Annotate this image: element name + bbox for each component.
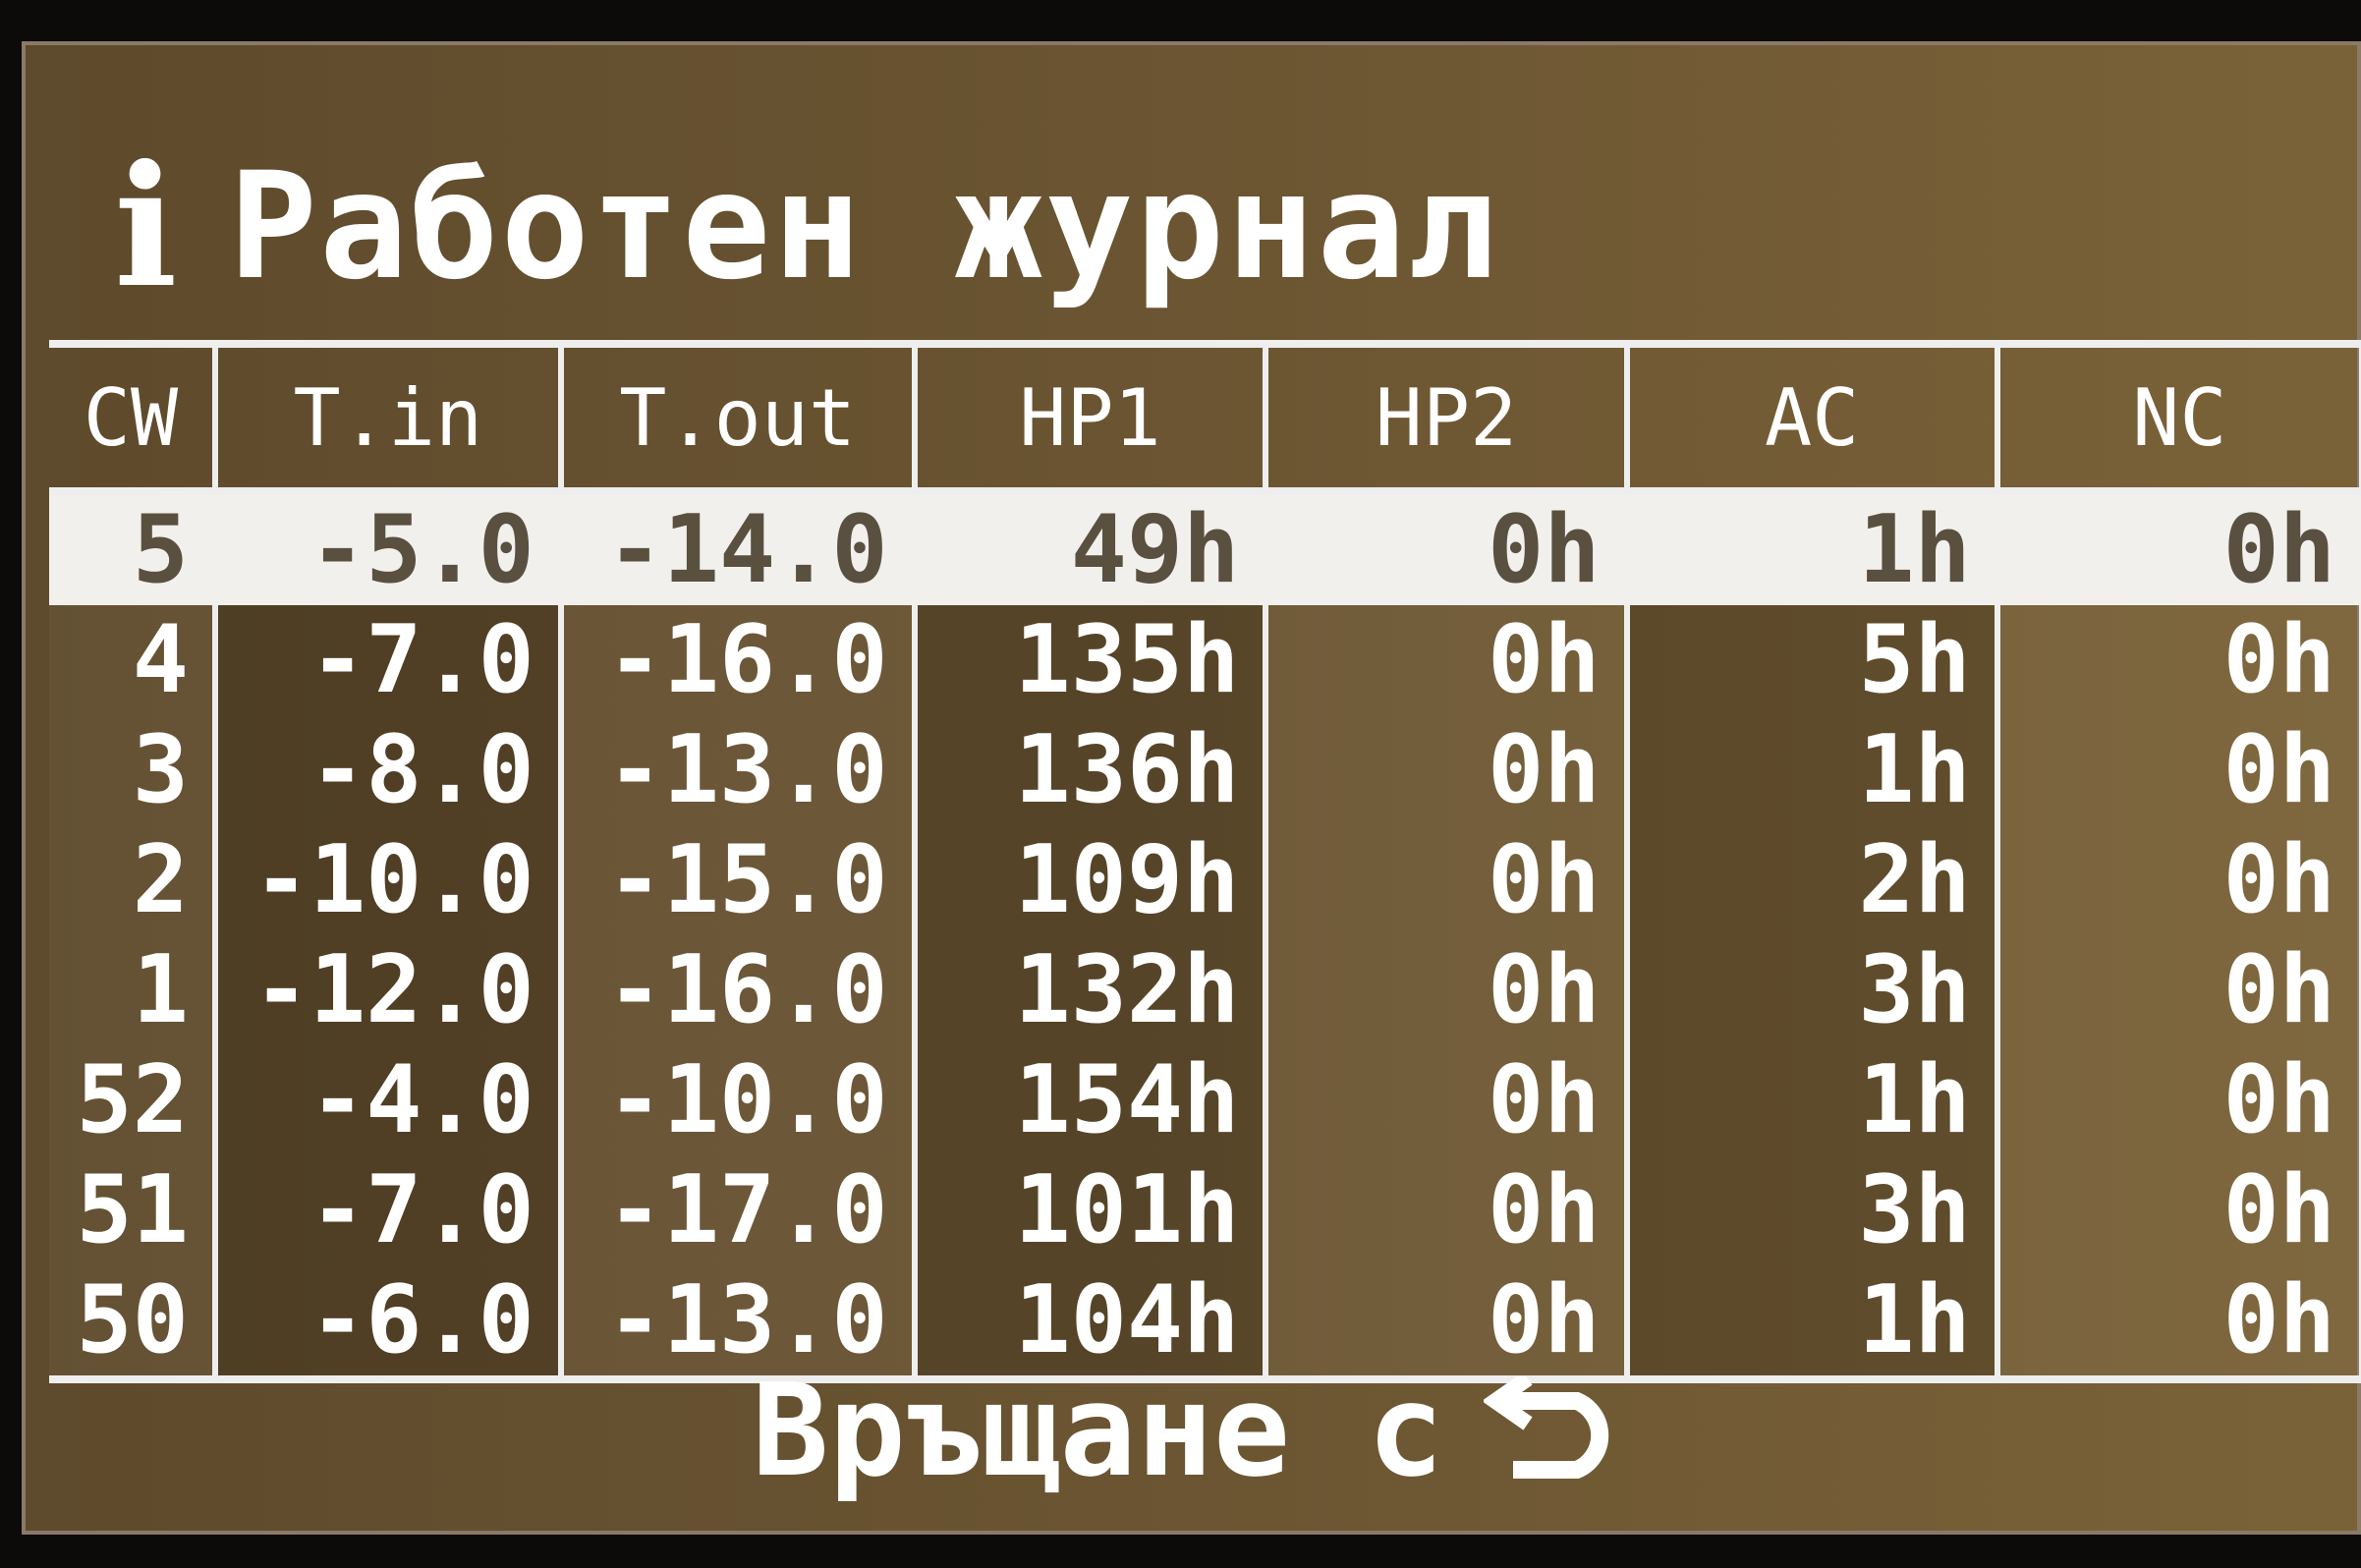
info-icon: i	[114, 129, 180, 325]
page-title: Работен журнал	[228, 141, 1498, 312]
cell-hp2: 0h	[1265, 491, 1630, 605]
cell-hp2: 0h	[1265, 605, 1630, 715]
cell-hp1: 135h	[914, 605, 1269, 715]
cell-t-in: -8.0	[214, 715, 564, 825]
cell-cw: 5	[49, 491, 218, 605]
table-row[interactable]: 50 -6.0 -13.0 104h 0h 1h 0h	[49, 1265, 2361, 1383]
cell-cw: 4	[49, 605, 218, 715]
table-row[interactable]: 5 -5.0 -14.0 49h 0h 1h 0h	[49, 491, 2361, 605]
return-arrow-icon	[1483, 1376, 1608, 1479]
cell-hp2: 0h	[1265, 825, 1630, 935]
cell-hp1: 104h	[914, 1265, 1269, 1383]
cell-ac: 1h	[1626, 1045, 2000, 1155]
cell-t-out: -10.0	[560, 1045, 918, 1155]
column-header-nc: NC	[1996, 340, 2361, 495]
lcd-screen: i Работен журнал CW T.in T.out HP1 HP2 AC NC 5…	[22, 41, 2361, 1535]
cell-hp2: 0h	[1265, 715, 1630, 825]
cell-ac: 1h	[1626, 715, 2000, 825]
back-label: Връщане с	[752, 1356, 1444, 1505]
cell-nc: 0h	[1996, 1265, 2361, 1383]
cell-nc: 0h	[1996, 605, 2361, 715]
cell-t-in: -10.0	[214, 825, 564, 935]
cell-ac: 3h	[1626, 935, 2000, 1045]
cell-hp1: 154h	[914, 1045, 1269, 1155]
cell-hp1: 132h	[914, 935, 1269, 1045]
operation-log-table: CW T.in T.out HP1 HP2 AC NC 5 -5.0 -14.0 49h 0h 1h 0…	[49, 340, 2361, 1383]
column-header-hp2: HP2	[1265, 340, 1630, 495]
cell-cw: 3	[49, 715, 218, 825]
cell-t-out: -16.0	[560, 935, 918, 1045]
cell-t-in: -5.0	[214, 491, 564, 605]
cell-ac: 5h	[1626, 605, 2000, 715]
cell-nc: 0h	[1996, 1045, 2361, 1155]
column-header-t-in: T.in	[214, 340, 564, 495]
cell-hp2: 0h	[1265, 1155, 1630, 1265]
cell-cw: 51	[49, 1155, 218, 1265]
cell-t-in: -6.0	[214, 1265, 564, 1383]
cell-t-in: -7.0	[214, 1155, 564, 1265]
cell-hp1: 49h	[914, 491, 1269, 605]
cell-t-in: -7.0	[214, 605, 564, 715]
cell-hp1: 101h	[914, 1155, 1269, 1265]
cell-hp1: 109h	[914, 825, 1269, 935]
cell-t-in: -12.0	[214, 935, 564, 1045]
cell-ac: 1h	[1626, 491, 2000, 605]
cell-nc: 0h	[1996, 825, 2361, 935]
cell-t-out: -13.0	[560, 1265, 918, 1383]
cell-cw: 2	[49, 825, 218, 935]
cell-cw: 52	[49, 1045, 218, 1155]
column-header-ac: AC	[1626, 340, 2000, 495]
table-header-row: CW T.in T.out HP1 HP2 AC NC	[49, 340, 2361, 495]
cell-ac: 1h	[1626, 1265, 2000, 1383]
cell-hp2: 0h	[1265, 1045, 1630, 1155]
table-row[interactable]: 2 -10.0 -15.0 109h 0h 2h 0h	[49, 825, 2361, 935]
cell-t-out: -16.0	[560, 605, 918, 715]
cell-cw: 50	[49, 1265, 218, 1383]
cell-hp2: 0h	[1265, 935, 1630, 1045]
cell-t-out: -17.0	[560, 1155, 918, 1265]
cell-hp1: 136h	[914, 715, 1269, 825]
cell-t-in: -4.0	[214, 1045, 564, 1155]
column-header-t-out: T.out	[560, 340, 918, 495]
cell-nc: 0h	[1996, 491, 2361, 605]
cell-t-out: -15.0	[560, 825, 918, 935]
column-header-cw: CW	[49, 340, 218, 495]
cell-nc: 0h	[1996, 1155, 2361, 1265]
cell-t-out: -14.0	[560, 491, 918, 605]
cell-hp2: 0h	[1265, 1265, 1630, 1383]
page-header: i Работен журнал	[114, 129, 1498, 325]
cell-nc: 0h	[1996, 935, 2361, 1045]
table-row[interactable]: 51 -7.0 -17.0 101h 0h 3h 0h	[49, 1155, 2361, 1265]
cell-nc: 0h	[1996, 715, 2361, 825]
table-row[interactable]: 52 -4.0 -10.0 154h 0h 1h 0h	[49, 1045, 2361, 1155]
cell-ac: 2h	[1626, 825, 2000, 935]
column-header-hp1: HP1	[914, 340, 1269, 495]
table-row[interactable]: 1 -12.0 -16.0 132h 0h 3h 0h	[49, 935, 2361, 1045]
cell-ac: 3h	[1626, 1155, 2000, 1265]
table-row[interactable]: 3 -8.0 -13.0 136h 0h 1h 0h	[49, 715, 2361, 825]
back-hint[interactable]: Връщане с	[26, 1342, 2357, 1519]
cell-cw: 1	[49, 935, 218, 1045]
cell-t-out: -13.0	[560, 715, 918, 825]
table-row[interactable]: 4 -7.0 -16.0 135h 0h 5h 0h	[49, 605, 2361, 715]
